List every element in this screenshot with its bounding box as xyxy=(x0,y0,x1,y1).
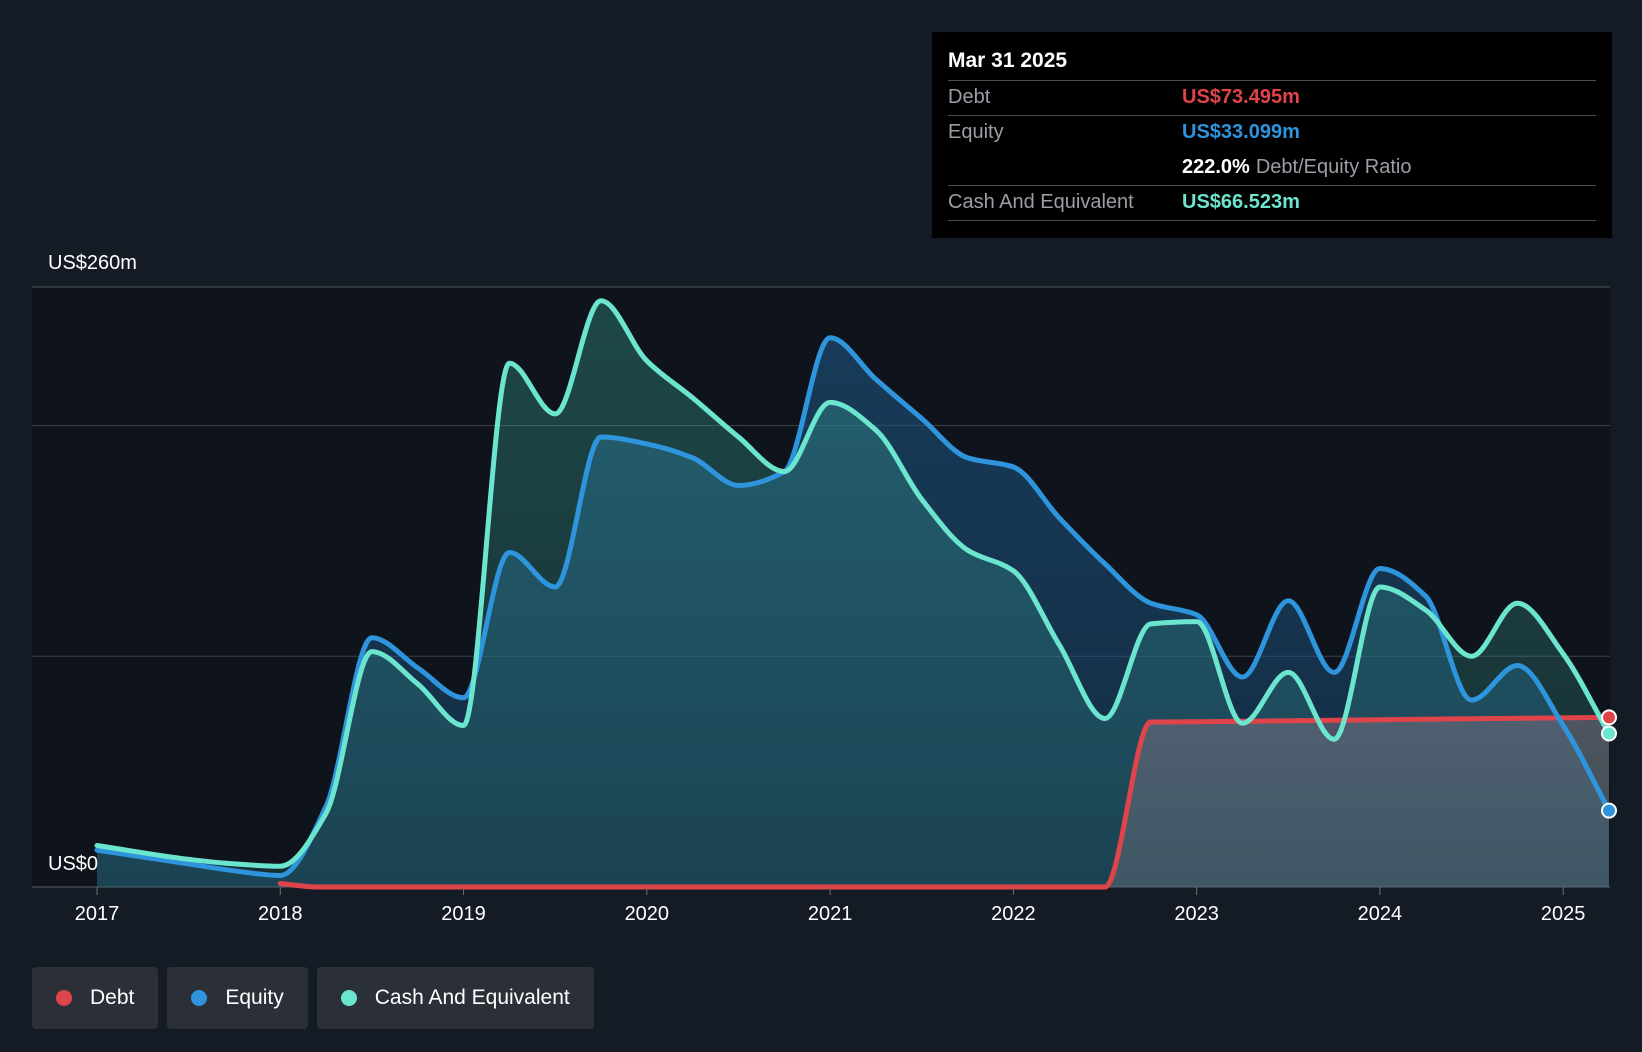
equity-dot-icon xyxy=(191,990,208,1006)
tooltip-equity-value: US$33.099m xyxy=(1182,121,1300,143)
tooltip-debt-row: Debt US$73.495m xyxy=(948,80,1596,115)
x-tick-label: 2024 xyxy=(1358,903,1403,925)
tooltip-debt-label: Debt xyxy=(948,86,991,108)
tooltip-date: Mar 31 2025 xyxy=(948,49,1068,72)
cash-end-marker[interactable] xyxy=(1601,725,1617,742)
cash-dot-icon xyxy=(340,990,357,1006)
x-tick-label: 2018 xyxy=(258,903,303,925)
debt-line xyxy=(277,714,1612,890)
legend-item-equity[interactable]: Equity xyxy=(167,967,308,1029)
legend-item-debt[interactable]: Debt xyxy=(32,967,159,1029)
tooltip-equity-row: Equity US$33.099m xyxy=(948,115,1596,150)
chart-legend: Debt Equity Cash And Equivalent xyxy=(32,967,594,1029)
tooltip-cash-value: US$66.523m xyxy=(1182,191,1300,213)
tooltip-ratio-value: 222.0% xyxy=(1182,156,1250,178)
cash-line xyxy=(94,298,1612,869)
x-tick-label: 2020 xyxy=(625,903,670,925)
y-axis-zero-label: US$0 xyxy=(48,853,98,875)
y-axis-top-label: US$260m xyxy=(48,252,137,274)
legend-equity-label: Equity xyxy=(225,986,284,1009)
x-tick-label: 2021 xyxy=(808,903,853,925)
tooltip-ratio-row: 222.0% Debt/Equity Ratio xyxy=(948,150,1596,185)
x-tick-label: 2019 xyxy=(441,903,486,925)
debt-dot-icon xyxy=(56,990,72,1006)
tooltip-equity-label: Equity xyxy=(948,121,1004,143)
tooltip-cash-label: Cash And Equivalent xyxy=(948,191,1134,213)
series-lines xyxy=(94,298,1617,890)
equity-end-marker[interactable] xyxy=(1601,802,1617,819)
series-areas xyxy=(97,300,1609,887)
x-tick-label: 2017 xyxy=(75,903,120,925)
legend-cash-label: Cash And Equivalent xyxy=(374,986,570,1009)
legend-item-cash[interactable]: Cash And Equivalent xyxy=(316,967,594,1029)
equity-line xyxy=(94,335,1612,878)
debt-end-marker[interactable] xyxy=(1601,709,1617,726)
tooltip-debt-value: US$73.495m xyxy=(1182,86,1300,108)
tooltip-ratio-label: Debt/Equity Ratio xyxy=(1255,156,1412,178)
debt-area xyxy=(280,717,1609,887)
x-tick-label: 2023 xyxy=(1174,903,1219,925)
x-tick-label: 2025 xyxy=(1541,903,1586,925)
x-axis-ticks: 2017 2018 2019 2020 2021 2022 2023 2024 2025 xyxy=(75,887,1586,925)
tooltip-panel: Mar 31 2025 Debt US$73.495m Equity US$33… xyxy=(932,32,1612,238)
tooltip-ratio-spacer xyxy=(948,151,1182,185)
tooltip-cash-row: Cash And Equivalent US$66.523m xyxy=(948,185,1596,221)
x-tick-label: 2022 xyxy=(991,903,1036,925)
legend-debt-label: Debt xyxy=(90,986,135,1009)
